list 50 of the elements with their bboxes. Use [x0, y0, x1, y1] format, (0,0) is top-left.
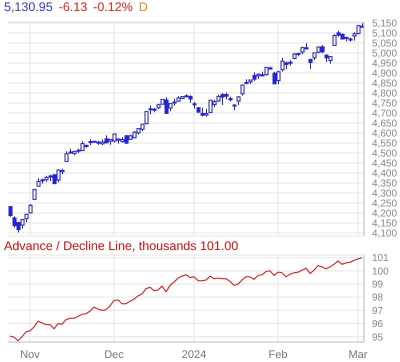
chart-title: 5,130.95 -6.13 -0.12% D — [4, 0, 148, 14]
candlestick — [272, 71, 276, 84]
y-tick-label: 101 — [372, 253, 390, 264]
y-tick-label: 4,350 — [372, 178, 398, 190]
y-tick-label: 4,600 — [372, 128, 398, 140]
y-tick-label: 4,950 — [372, 58, 398, 70]
candlestick — [164, 96, 168, 114]
y-tick-label: 4,550 — [372, 138, 398, 150]
y-tick-label: 5,050 — [372, 38, 398, 50]
y-tick-label: 100 — [372, 266, 390, 278]
x-tick-label: Nov — [20, 348, 40, 361]
y-tick-label: 4,650 — [372, 118, 398, 130]
y-tick-label: 4,200 — [372, 208, 398, 220]
y-tick-label: 4,300 — [372, 188, 398, 200]
x-tick-label: Mar — [348, 348, 368, 361]
y-tick-label: 5,000 — [372, 48, 398, 60]
y-tick-label: 4,750 — [372, 98, 398, 110]
candlestick — [56, 168, 60, 183]
candlestick — [32, 188, 36, 200]
y-tick-label: 4,900 — [372, 68, 398, 80]
y-tick-label: 96 — [372, 319, 384, 330]
y-tick-label: 5,100 — [372, 28, 398, 40]
y-tick-label: 4,150 — [372, 218, 398, 230]
y-tick-label: 5,150 — [372, 18, 398, 30]
x-tick-label: Dec — [104, 348, 124, 361]
y-tick-label: 95 — [372, 332, 384, 344]
y-tick-label: 4,500 — [372, 148, 398, 160]
y-tick-label: 4,400 — [372, 168, 398, 180]
candlestick — [280, 58, 284, 72]
y-tick-label: 97 — [372, 306, 384, 317]
y-tick-label: 4,850 — [372, 78, 398, 90]
x-tick-label: 2024 — [182, 348, 206, 361]
candlestick — [12, 216, 16, 228]
candlestick — [332, 34, 336, 46]
candlestick — [64, 150, 68, 162]
y-tick-label: 98 — [372, 292, 384, 304]
line-series — [10, 257, 362, 342]
candlestick — [220, 92, 224, 106]
x-tick-label: Feb — [268, 348, 288, 361]
y-tick-label: 4,450 — [372, 158, 398, 170]
candlestick — [276, 70, 280, 84]
y-tick-label: 4,700 — [372, 108, 398, 120]
candlestick — [208, 100, 212, 114]
y-tick-label: 99 — [372, 280, 384, 291]
y-tick-label: 4,800 — [372, 88, 398, 100]
chart-title: Advance / Decline Line, thousands 101.00 — [3, 239, 240, 253]
candlestick — [8, 206, 12, 218]
candlestick — [80, 140, 84, 152]
y-tick-label: 4,250 — [372, 198, 398, 210]
y-tick-label: 4,100 — [372, 228, 398, 240]
